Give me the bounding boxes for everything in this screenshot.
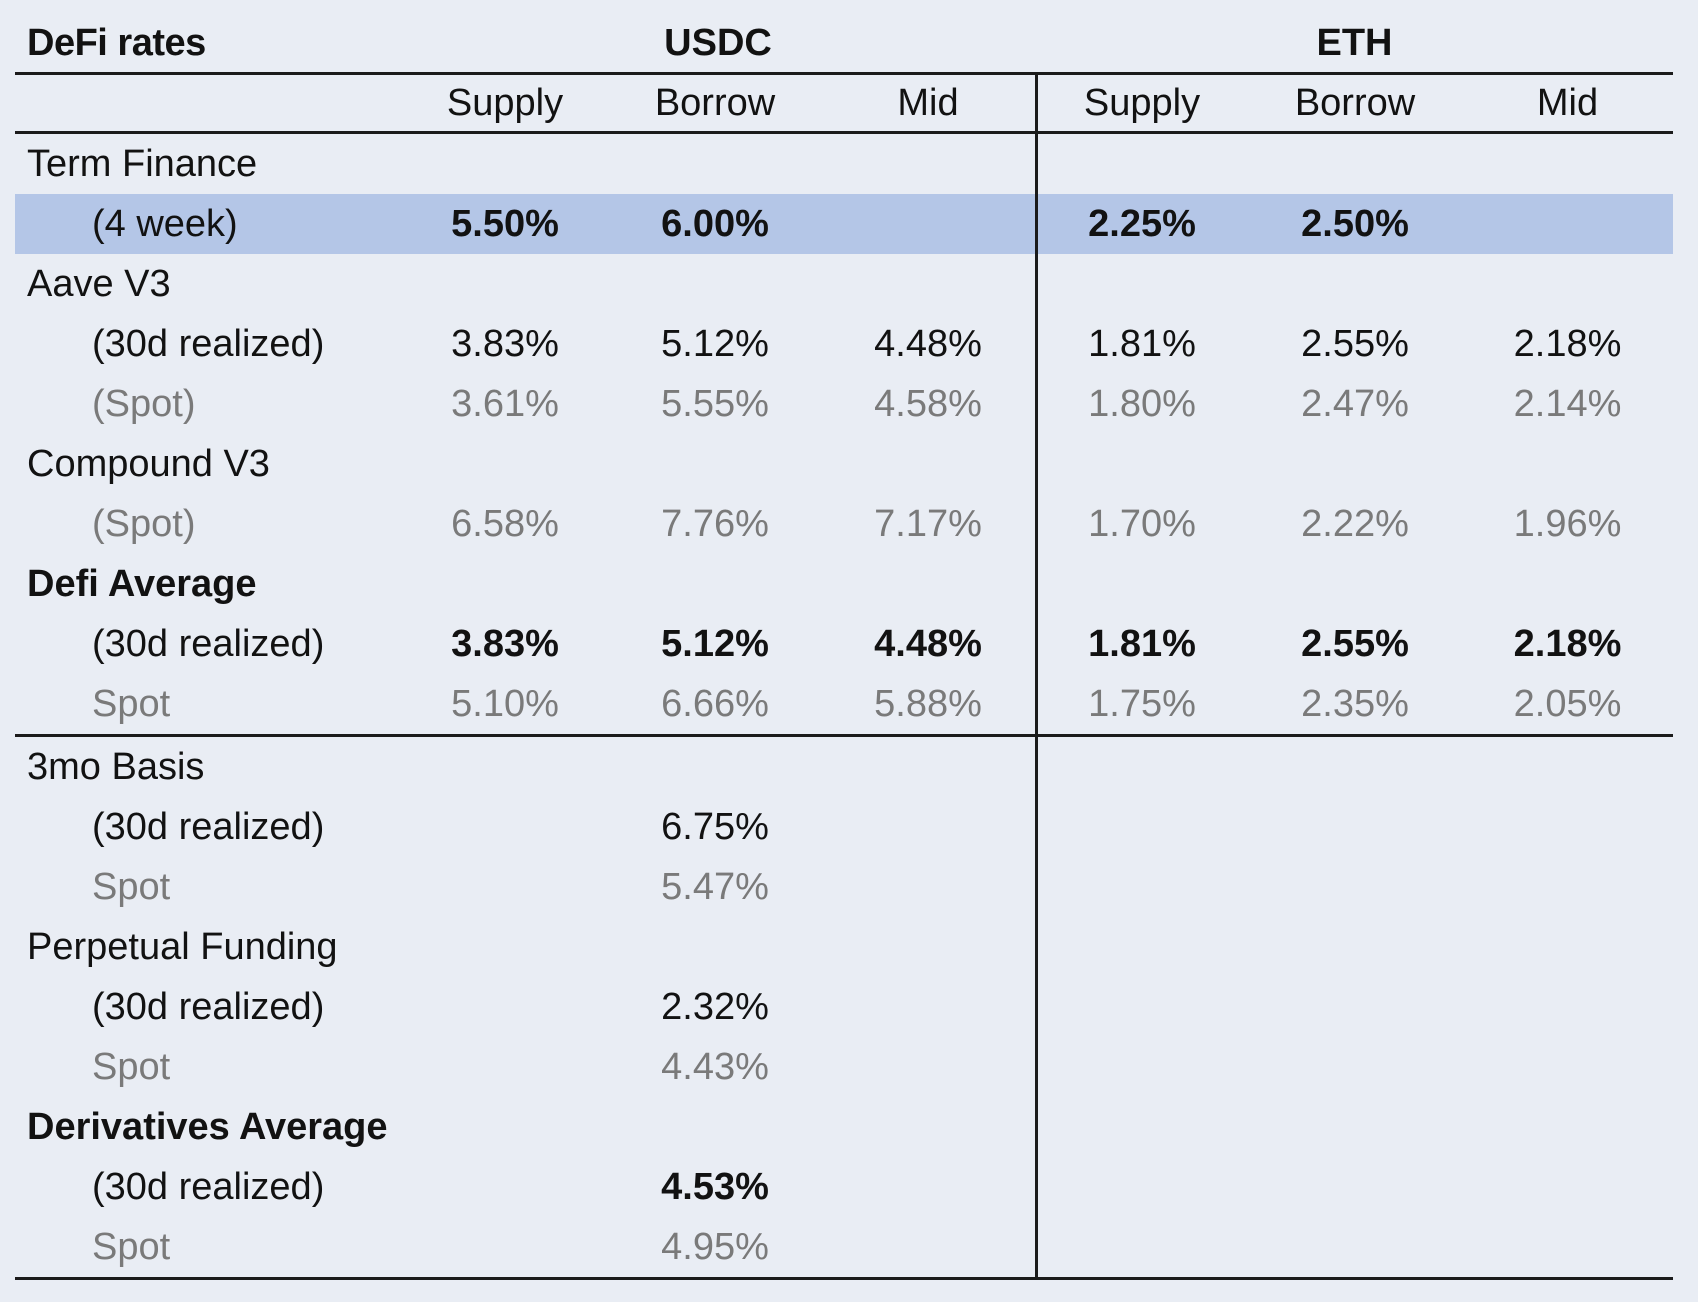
row-label: Perpetual Funding — [27, 925, 338, 968]
rate-cell: 4.95% — [661, 1225, 769, 1268]
rate-cell: 5.88% — [874, 682, 982, 725]
table-section-row: Perpetual Funding — [15, 917, 1673, 977]
table-section-row: Compound V3 — [15, 434, 1673, 494]
row-label: (30d realized) — [92, 622, 325, 665]
table-sub-row: (30d realized) 3.83% 5.12% 4.48% 1.81% 2.55% 2… — [15, 614, 1673, 674]
usdc-eth-column-divider — [1035, 72, 1038, 1277]
table-sub-row: (30d realized) 4.53% — [15, 1157, 1673, 1217]
rate-cell: 2.32% — [661, 985, 769, 1028]
column-group-usdc: USDC — [664, 21, 772, 64]
rate-cell: 2.25% — [1088, 202, 1196, 245]
table-sub-row: (4 week) 5.50% 6.00% 2.25% 2.50% — [15, 194, 1673, 254]
table-sub-row: (30d realized) 3.83% 5.12% 4.48% 1.81% 2.55% 2… — [15, 314, 1673, 374]
row-label: 3mo Basis — [27, 745, 205, 788]
row-label: (30d realized) — [92, 322, 325, 365]
rate-cell: 6.00% — [661, 202, 769, 245]
rate-cell: 1.70% — [1088, 502, 1196, 545]
rate-cell: 2.55% — [1301, 322, 1409, 365]
row-label: (4 week) — [92, 202, 238, 245]
rate-cell: 4.53% — [661, 1165, 769, 1208]
rate-cell: 4.48% — [874, 622, 982, 665]
rate-cell: 2.50% — [1301, 202, 1409, 245]
rate-cell: 5.10% — [451, 682, 559, 725]
rate-cell: 4.58% — [874, 382, 982, 425]
rate-cell: 6.58% — [451, 502, 559, 545]
row-label: (Spot) — [92, 502, 196, 545]
rate-cell: 5.12% — [661, 622, 769, 665]
row-label: Spot — [92, 1225, 171, 1268]
rate-cell: 2.18% — [1513, 322, 1622, 365]
rate-cell: 7.17% — [874, 502, 982, 545]
row-label: Compound V3 — [27, 442, 270, 485]
rate-cell: 3.83% — [451, 322, 559, 365]
rate-cell: 2.47% — [1301, 382, 1409, 425]
row-label: (30d realized) — [92, 1165, 325, 1208]
row-label: Defi Average — [27, 562, 257, 605]
row-label: Spot — [92, 865, 171, 908]
table-section-row: Aave V3 — [15, 254, 1673, 314]
rate-cell: 2.35% — [1301, 682, 1409, 725]
table-section-row: Term Finance — [15, 134, 1673, 194]
rate-cell: 5.50% — [451, 202, 559, 245]
title-row: DeFi rates USDC ETH — [15, 14, 1673, 72]
row-label: Derivatives Average — [27, 1105, 388, 1148]
row-label: (30d realized) — [92, 805, 325, 848]
rate-cell: 1.75% — [1088, 682, 1196, 725]
column-header-borrow-eth: Borrow — [1294, 81, 1416, 124]
table-body: Term Finance (4 week) 5.50% 6.00% 2.25% 2.50%… — [15, 134, 1673, 1280]
rate-cell: 1.80% — [1088, 382, 1196, 425]
section-rule — [15, 1277, 1673, 1280]
rate-cell: 6.75% — [661, 805, 769, 848]
rate-cell: 2.14% — [1513, 382, 1622, 425]
table-sub-row: (30d realized) 6.75% — [15, 797, 1673, 857]
rate-cell: 4.48% — [874, 322, 982, 365]
table-section-row: 3mo Basis — [15, 737, 1673, 797]
header-rule-bottom — [15, 131, 1673, 134]
row-label: Spot — [92, 1045, 171, 1088]
column-header-mid-usdc: Mid — [897, 81, 959, 124]
rate-cell: 4.43% — [661, 1045, 769, 1088]
rate-cell: 3.83% — [451, 622, 559, 665]
defi-rates-table: DeFi rates USDC ETH Supply Borrow Mid Suppl… — [15, 14, 1673, 1280]
row-label: Term Finance — [27, 142, 258, 185]
table-sub-row: Spot 5.10% 6.66% 5.88% 1.75% 2.35% 2.05% — [15, 674, 1673, 734]
column-group-eth: ETH — [1316, 21, 1393, 64]
subheader-row: Supply Borrow Mid Supply Borrow Mid — [15, 75, 1673, 131]
table-sub-row: (Spot) 3.61% 5.55% 4.58% 1.80% 2.47% 2.14% — [15, 374, 1673, 434]
rate-cell: 1.96% — [1513, 502, 1622, 545]
rate-cell: 5.12% — [661, 322, 769, 365]
row-label: (Spot) — [92, 382, 196, 425]
table-sub-row: Spot 5.47% — [15, 857, 1673, 917]
row-label: Spot — [92, 682, 171, 725]
column-header-mid-eth: Mid — [1536, 81, 1599, 124]
rate-cell: 1.81% — [1088, 622, 1196, 665]
rate-cell: 2.05% — [1513, 682, 1622, 725]
rate-cell: 3.61% — [451, 382, 559, 425]
rate-cell: 2.18% — [1513, 622, 1622, 665]
rate-cell: 5.55% — [661, 382, 769, 425]
column-header-supply-usdc: Supply — [446, 81, 564, 124]
rate-cell: 6.66% — [661, 682, 769, 725]
rate-cell: 2.55% — [1301, 622, 1409, 665]
table-section-row: Derivatives Average — [15, 1097, 1673, 1157]
rate-cell: 2.22% — [1301, 502, 1409, 545]
section-rule — [15, 734, 1673, 737]
row-label: (30d realized) — [92, 985, 325, 1028]
column-header-borrow-usdc: Borrow — [654, 81, 776, 124]
table-sub-row: (Spot) 6.58% 7.76% 7.17% 1.70% 2.22% 1.96% — [15, 494, 1673, 554]
row-label: Aave V3 — [27, 262, 171, 305]
rate-cell: 1.81% — [1088, 322, 1196, 365]
column-header-supply-eth: Supply — [1083, 81, 1201, 124]
rate-cell: 7.76% — [661, 502, 769, 545]
table-sub-row: Spot 4.95% — [15, 1217, 1673, 1277]
table-sub-row: (30d realized) 2.32% — [15, 977, 1673, 1037]
table-section-row: Defi Average — [15, 554, 1673, 614]
table-sub-row: Spot 4.43% — [15, 1037, 1673, 1097]
table-title: DeFi rates — [27, 21, 206, 64]
header-rule-top — [15, 72, 1673, 75]
rate-cell: 5.47% — [661, 865, 769, 908]
